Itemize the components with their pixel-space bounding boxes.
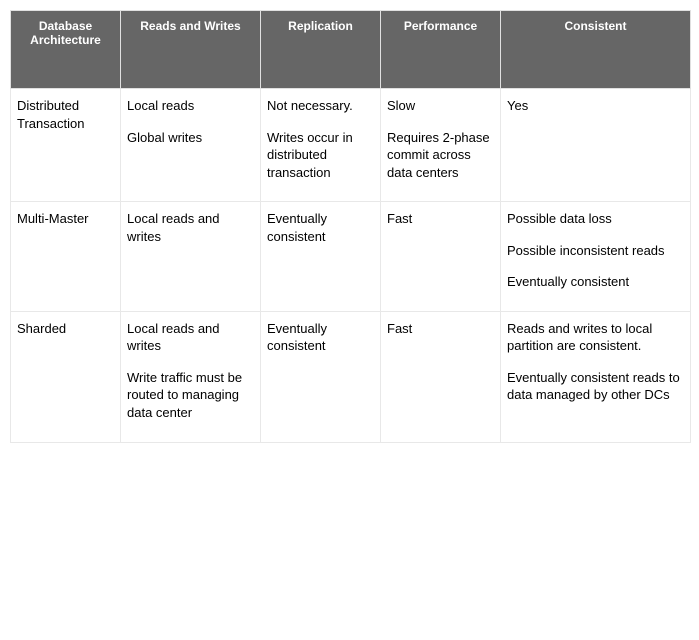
col-replication: Replication bbox=[261, 11, 381, 89]
table-row: Multi-Master Local reads and writes Even… bbox=[11, 202, 691, 312]
col-architecture: Database Architecture bbox=[11, 11, 121, 89]
cell-text: Fast bbox=[387, 320, 494, 338]
table-row: Sharded Local reads and writes Write tra… bbox=[11, 311, 691, 442]
cell-text: Local reads and writes bbox=[127, 320, 254, 355]
col-reads-writes: Reads and Writes bbox=[121, 11, 261, 89]
cell-text: Eventually consistent bbox=[507, 273, 684, 291]
db-architecture-table: Database Architecture Reads and Writes R… bbox=[10, 10, 691, 443]
cell-text: Eventually consistent bbox=[267, 320, 374, 355]
cell-reads-writes: Local reads Global writes bbox=[121, 89, 261, 202]
cell-text: Write traffic must be routed to managing… bbox=[127, 369, 254, 422]
cell-text: Distributed Transaction bbox=[17, 97, 114, 132]
col-consistent: Consistent bbox=[501, 11, 691, 89]
cell-text: Yes bbox=[507, 97, 684, 115]
table-row: Distributed Transaction Local reads Glob… bbox=[11, 89, 691, 202]
cell-performance: Fast bbox=[381, 202, 501, 312]
cell-replication: Eventually consistent bbox=[261, 311, 381, 442]
cell-text: Eventually consistent reads to data mana… bbox=[507, 369, 684, 404]
cell-text: Global writes bbox=[127, 129, 254, 147]
cell-consistent: Reads and writes to local partition are … bbox=[501, 311, 691, 442]
cell-text: Local reads and writes bbox=[127, 210, 254, 245]
cell-performance: Fast bbox=[381, 311, 501, 442]
cell-architecture: Sharded bbox=[11, 311, 121, 442]
cell-architecture: Multi-Master bbox=[11, 202, 121, 312]
cell-text: Fast bbox=[387, 210, 494, 228]
cell-reads-writes: Local reads and writes bbox=[121, 202, 261, 312]
cell-replication: Eventually consistent bbox=[261, 202, 381, 312]
cell-text: Writes occur in distributed transaction bbox=[267, 129, 374, 182]
cell-architecture: Distributed Transaction bbox=[11, 89, 121, 202]
cell-consistent: Possible data loss Possible inconsistent… bbox=[501, 202, 691, 312]
cell-text: Reads and writes to local partition are … bbox=[507, 320, 684, 355]
col-performance: Performance bbox=[381, 11, 501, 89]
cell-text: Multi-Master bbox=[17, 210, 114, 228]
cell-text: Sharded bbox=[17, 320, 114, 338]
cell-text: Eventually consistent bbox=[267, 210, 374, 245]
cell-text: Not necessary. bbox=[267, 97, 374, 115]
cell-performance: Slow Requires 2-phase commit across data… bbox=[381, 89, 501, 202]
header-row: Database Architecture Reads and Writes R… bbox=[11, 11, 691, 89]
cell-replication: Not necessary. Writes occur in distribut… bbox=[261, 89, 381, 202]
cell-text: Possible inconsistent reads bbox=[507, 242, 684, 260]
cell-text: Possible data loss bbox=[507, 210, 684, 228]
cell-text: Slow bbox=[387, 97, 494, 115]
cell-text: Local reads bbox=[127, 97, 254, 115]
cell-reads-writes: Local reads and writes Write traffic mus… bbox=[121, 311, 261, 442]
cell-text: Requires 2-phase commit across data cent… bbox=[387, 129, 494, 182]
cell-consistent: Yes bbox=[501, 89, 691, 202]
